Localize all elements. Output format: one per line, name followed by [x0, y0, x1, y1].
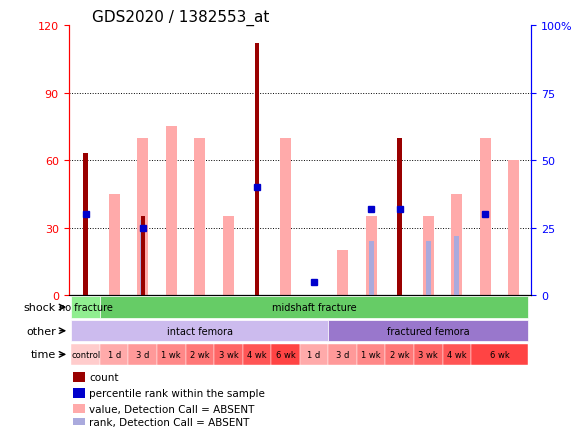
Bar	[100, 344, 128, 365]
Bar	[365, 217, 377, 296]
Text: no fracture: no fracture	[59, 302, 112, 312]
Text: 2 wk: 2 wk	[390, 350, 409, 359]
Bar	[73, 388, 85, 398]
Text: count: count	[89, 372, 119, 382]
Text: 1 wk: 1 wk	[162, 350, 181, 359]
Text: 1 wk: 1 wk	[361, 350, 381, 359]
Bar	[385, 344, 414, 365]
Bar	[140, 220, 145, 296]
Bar	[73, 418, 85, 427]
Text: time: time	[30, 349, 55, 359]
Bar	[328, 344, 357, 365]
Text: 3 wk: 3 wk	[219, 350, 238, 359]
Bar	[471, 344, 528, 365]
Text: 1 d: 1 d	[307, 350, 321, 359]
Bar	[508, 161, 520, 296]
Text: control: control	[71, 350, 100, 359]
Bar	[328, 320, 528, 342]
Bar	[73, 404, 85, 414]
Text: 6 wk: 6 wk	[490, 350, 509, 359]
Text: 3 wk: 3 wk	[419, 350, 438, 359]
Bar	[337, 251, 348, 296]
Bar	[71, 297, 100, 318]
Bar	[414, 344, 443, 365]
Bar	[271, 344, 300, 365]
Bar	[73, 372, 85, 381]
Bar	[137, 138, 148, 296]
Text: 3 d: 3 d	[136, 350, 150, 359]
Bar	[214, 344, 243, 365]
Bar	[157, 344, 186, 365]
Bar	[480, 138, 491, 296]
Text: other: other	[26, 326, 55, 336]
Text: rank, Detection Call = ABSENT: rank, Detection Call = ABSENT	[89, 418, 250, 427]
Text: 1 d: 1 d	[107, 350, 121, 359]
Bar	[71, 344, 100, 365]
Bar	[71, 320, 328, 342]
Bar	[357, 344, 385, 365]
Bar	[186, 344, 214, 365]
Bar	[455, 236, 459, 296]
Bar	[223, 217, 234, 296]
Bar	[255, 44, 259, 296]
Bar	[426, 242, 431, 296]
Text: 4 wk: 4 wk	[447, 350, 467, 359]
Text: 3 d: 3 d	[336, 350, 349, 359]
Bar	[243, 344, 271, 365]
Text: 2 wk: 2 wk	[190, 350, 210, 359]
Bar	[397, 228, 402, 296]
Bar	[140, 217, 145, 296]
Bar	[451, 194, 463, 296]
Bar	[423, 217, 434, 296]
Text: 6 wk: 6 wk	[276, 350, 295, 359]
Bar	[280, 138, 291, 296]
Bar	[128, 344, 157, 365]
Bar	[397, 138, 402, 296]
Text: value, Detection Call = ABSENT: value, Detection Call = ABSENT	[89, 404, 255, 414]
Bar	[300, 344, 328, 365]
Bar	[369, 242, 373, 296]
Bar	[194, 138, 206, 296]
Text: shock: shock	[23, 302, 55, 312]
Text: percentile rank within the sample: percentile rank within the sample	[89, 388, 265, 398]
Text: GDS2020 / 1382553_at: GDS2020 / 1382553_at	[91, 10, 269, 26]
Bar	[166, 127, 177, 296]
Text: fractured femora: fractured femora	[387, 326, 469, 336]
Text: intact femora: intact femora	[167, 326, 233, 336]
Bar	[108, 194, 120, 296]
Text: midshaft fracture: midshaft fracture	[272, 302, 356, 312]
Text: 4 wk: 4 wk	[247, 350, 267, 359]
Bar	[83, 154, 88, 296]
Bar	[443, 344, 471, 365]
